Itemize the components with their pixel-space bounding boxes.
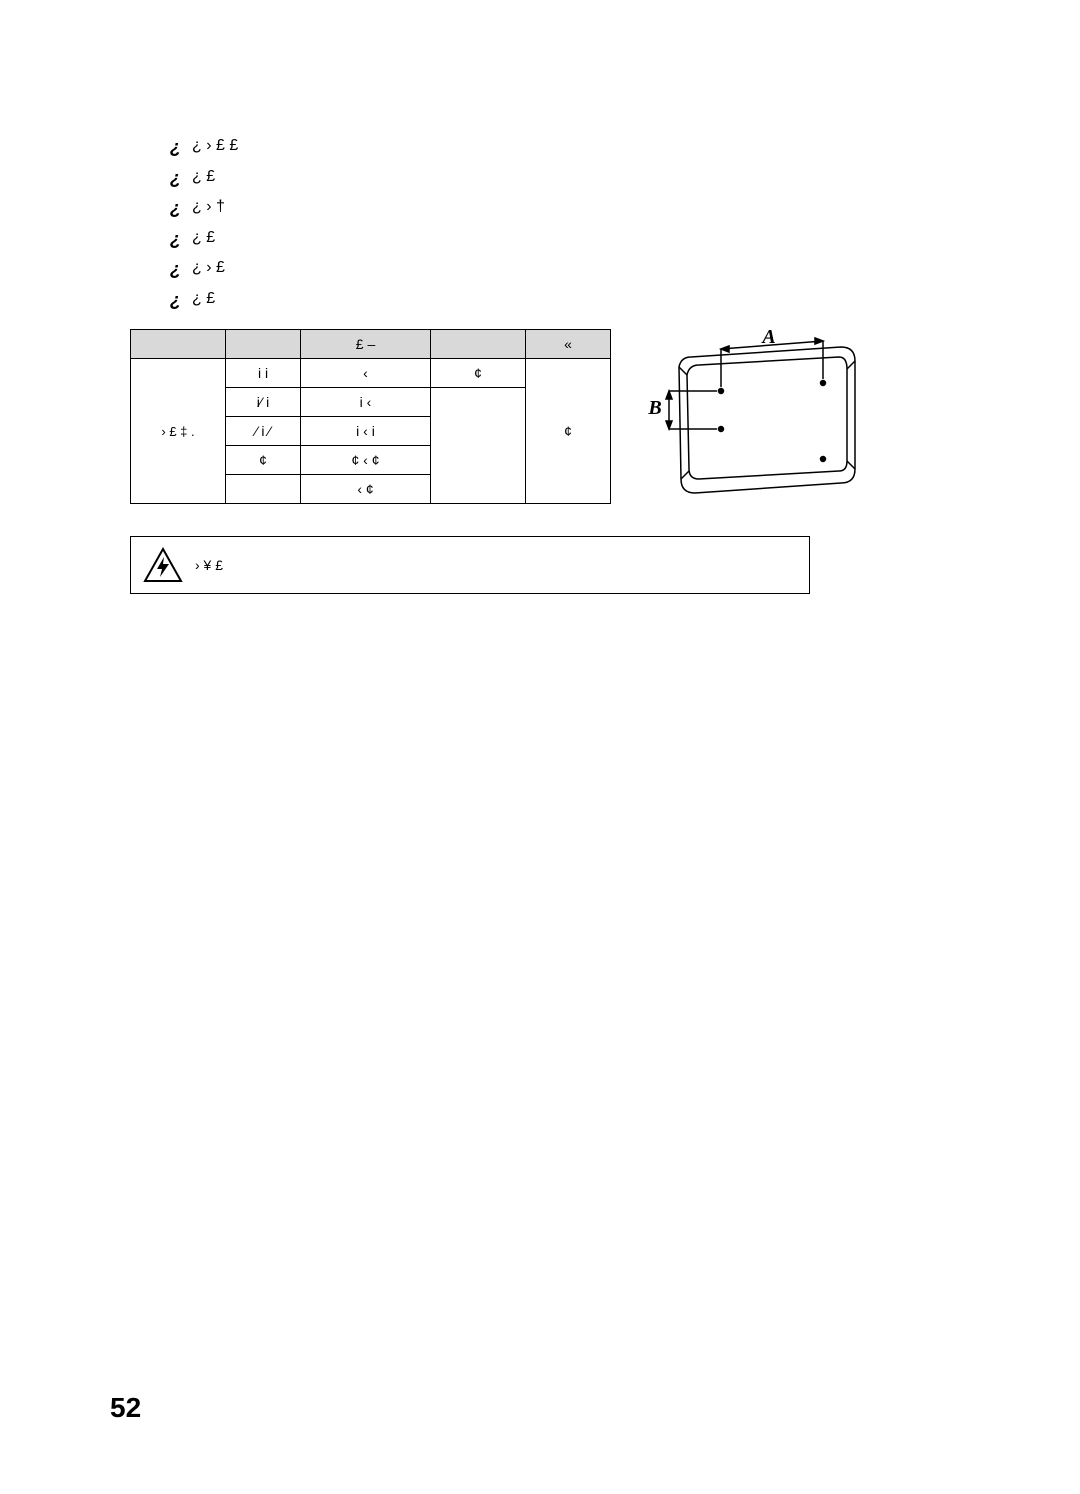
table-cell: ¢ ‹ ¢: [301, 446, 431, 475]
table-cell: ¢: [431, 359, 526, 388]
bullet-list: ¿¿ › £ £ ¿¿ £ ¿¿ › † ¿¿ £ ¿¿ ›: [130, 136, 610, 311]
table-row: › £ ‡ . i i ‹ ¢ ¢: [131, 359, 611, 388]
diagram-label-b: B: [647, 397, 661, 419]
spec-table: £ – « › £ ‡ . i i ‹ ¢ ¢ i⁄ i i ‹ ⁄ i ⁄ i…: [130, 329, 611, 504]
bullet-item: ¿¿ › £ £: [170, 136, 610, 159]
bullet-text: ¿ › £: [192, 258, 610, 281]
table-cell: ¢: [226, 446, 301, 475]
bullet-item: ¿¿ £: [170, 228, 610, 251]
table-cell: [431, 388, 526, 504]
bullet-mark: ¿: [170, 167, 192, 190]
diagram-label-a: A: [760, 329, 775, 348]
table-header-cell: [431, 330, 526, 359]
bullet-text: ¿ £: [192, 289, 610, 312]
bullet-mark: ¿: [170, 258, 192, 281]
bullet-item: ¿¿ £: [170, 289, 610, 312]
bullet-mark: ¿: [170, 228, 192, 251]
table-cell: ⁄ i ⁄: [226, 417, 301, 446]
table-header-cell: £ –: [301, 330, 431, 359]
table-cell: i i: [226, 359, 301, 388]
table-and-diagram: £ – « › £ ‡ . i i ‹ ¢ ¢ i⁄ i i ‹ ⁄ i ⁄ i…: [130, 329, 990, 514]
table-cell: ‹: [301, 359, 431, 388]
bullet-text: ¿ £: [192, 228, 610, 251]
table-header-cell: [131, 330, 226, 359]
table-row-header: › £ ‡ .: [131, 359, 226, 504]
bullet-text: ¿ › £ £: [192, 136, 610, 159]
page: ¿¿ › £ £ ¿¿ £ ¿¿ › † ¿¿ £ ¿¿ ›: [0, 0, 1080, 1494]
mount-diagram: A B: [641, 329, 871, 514]
table-cell: i ‹ i: [301, 417, 431, 446]
table-cell: i ‹: [301, 388, 431, 417]
bullet-item: ¿¿ › †: [170, 197, 610, 220]
bullet-text: ¿ › †: [192, 197, 610, 220]
shock-warning-icon: [143, 547, 183, 583]
table-header-cell: «: [526, 330, 611, 359]
bullet-mark: ¿: [170, 289, 192, 312]
table-cell: [226, 475, 301, 504]
table-cell: i⁄ i: [226, 388, 301, 417]
table-cell: ‹ ¢: [301, 475, 431, 504]
warning-box: › ¥ £: [130, 536, 810, 594]
bullet-mark: ¿: [170, 136, 192, 159]
bullet-mark: ¿: [170, 197, 192, 220]
bullet-item: ¿¿ › £: [170, 258, 610, 281]
table-header-cell: [226, 330, 301, 359]
table-header-row: £ – «: [131, 330, 611, 359]
page-number: 52: [110, 1392, 141, 1424]
bullet-text: ¿ £: [192, 167, 610, 190]
warning-text: › ¥ £: [195, 557, 223, 573]
table-cell: ¢: [526, 359, 611, 504]
mount-diagram-svg: A B: [641, 329, 871, 509]
bullet-item: ¿¿ £: [170, 167, 610, 190]
